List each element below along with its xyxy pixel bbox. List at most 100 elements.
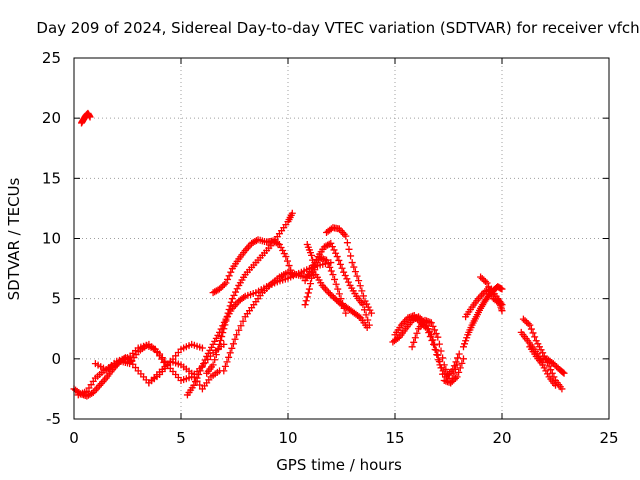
data-point xyxy=(355,313,363,321)
data-point xyxy=(327,267,335,275)
data-point xyxy=(529,329,537,337)
data-point xyxy=(459,343,467,351)
data-point xyxy=(335,256,343,264)
data-point xyxy=(359,292,367,300)
data-point xyxy=(196,367,204,375)
data-point xyxy=(228,344,236,352)
data-point xyxy=(86,113,94,121)
data-point xyxy=(545,362,553,370)
series-arc-t xyxy=(519,315,566,393)
data-point xyxy=(306,280,314,288)
data-point xyxy=(239,317,247,325)
data-point xyxy=(302,297,310,305)
data-point xyxy=(430,340,438,348)
series-arc-j xyxy=(301,239,373,329)
data-point xyxy=(279,247,287,255)
y-tick-labels: -5 0 5 10 15 20 25 xyxy=(42,49,61,428)
data-point xyxy=(343,239,351,247)
data-point xyxy=(191,378,199,386)
data-point xyxy=(411,334,419,342)
data-point xyxy=(212,334,220,342)
data-point xyxy=(332,280,340,288)
data-point xyxy=(551,361,559,369)
data-point xyxy=(229,340,237,348)
data-point xyxy=(527,325,535,333)
data-point xyxy=(437,347,445,355)
y-tick-label: 0 xyxy=(51,350,61,368)
data-point xyxy=(209,340,217,348)
data-point xyxy=(521,317,529,325)
y-tick-label: 15 xyxy=(42,169,61,187)
data-point xyxy=(220,325,228,333)
data-point xyxy=(218,333,226,341)
data-point xyxy=(478,275,486,283)
data-point xyxy=(308,251,316,259)
data-point xyxy=(429,322,437,330)
data-point xyxy=(230,291,238,299)
x-tick-label: 15 xyxy=(385,429,404,447)
data-point xyxy=(408,343,416,351)
data-point xyxy=(330,246,338,254)
axis-ticks xyxy=(73,57,610,420)
data-point xyxy=(225,353,233,361)
data-point xyxy=(450,376,458,384)
data-point xyxy=(206,346,214,354)
data-point xyxy=(431,326,439,334)
data-point xyxy=(221,321,229,329)
data-point xyxy=(323,256,331,264)
data-point xyxy=(443,370,451,378)
series-arc-b xyxy=(74,342,168,399)
data-point xyxy=(226,302,234,310)
data-point xyxy=(282,253,290,261)
data-point xyxy=(212,351,220,359)
data-point xyxy=(480,276,488,284)
data-point xyxy=(198,344,206,352)
data-point xyxy=(227,298,235,306)
data-point xyxy=(331,295,339,303)
data-point xyxy=(364,303,372,311)
data-point xyxy=(348,259,356,267)
data-point xyxy=(340,268,348,276)
y-axis-label: SDTVAR / TECUs xyxy=(5,177,23,300)
series-arc-m xyxy=(303,241,371,332)
data-point xyxy=(498,285,506,293)
data-point xyxy=(434,356,442,364)
data-point xyxy=(188,369,196,377)
data-point xyxy=(325,289,333,297)
data-point xyxy=(486,287,494,295)
data-point xyxy=(358,287,366,295)
data-point xyxy=(223,358,231,366)
data-point xyxy=(329,271,337,279)
data-point xyxy=(240,293,248,301)
data-point xyxy=(214,331,222,339)
data-point xyxy=(275,241,283,249)
data-point xyxy=(303,293,311,301)
x-tick-labels: 0 5 10 15 20 25 xyxy=(69,429,618,447)
data-point xyxy=(224,275,232,283)
data-point xyxy=(477,273,485,281)
data-point xyxy=(223,313,231,321)
data-point xyxy=(199,360,207,368)
data-point xyxy=(219,329,227,337)
data-point xyxy=(220,281,228,289)
data-point xyxy=(336,260,344,268)
data-point xyxy=(447,379,455,387)
data-point xyxy=(158,354,166,362)
data-point xyxy=(423,325,431,333)
data-point xyxy=(451,374,459,382)
data-point xyxy=(196,381,204,389)
data-point xyxy=(334,285,342,293)
data-point xyxy=(327,239,335,247)
data-point xyxy=(410,338,418,346)
data-point xyxy=(463,334,471,342)
data-point xyxy=(440,361,448,369)
data-point xyxy=(485,283,493,291)
data-point xyxy=(353,272,361,280)
data-point xyxy=(324,260,332,268)
y-tick-label: 20 xyxy=(42,109,61,127)
data-point xyxy=(156,350,164,358)
data-point xyxy=(350,263,358,271)
data-point xyxy=(288,209,296,217)
data-point xyxy=(432,330,440,338)
